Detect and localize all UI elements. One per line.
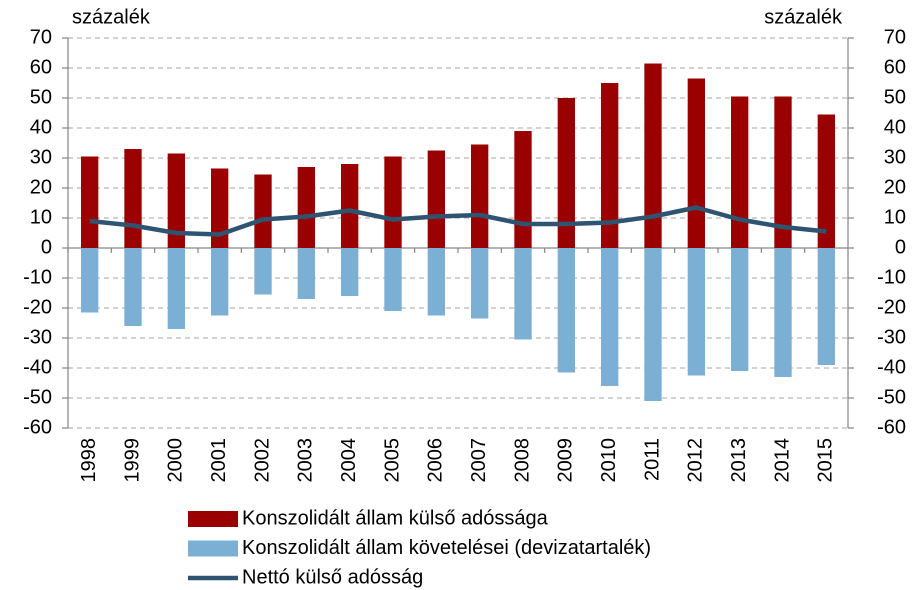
- bar: [81, 248, 99, 313]
- y2-tick-label: -10: [877, 266, 906, 288]
- y2-tick-label: 60: [884, 56, 906, 78]
- bar: [644, 248, 662, 401]
- x-tick-label: 2003: [295, 438, 317, 483]
- x-tick-label: 2015: [815, 438, 837, 483]
- y2-tick-label: 10: [884, 206, 906, 228]
- legend-label: Nettó külső adósság: [242, 566, 423, 588]
- y-tick-label: 70: [30, 26, 52, 48]
- bar: [254, 248, 272, 295]
- y2-tick-label: 50: [884, 86, 906, 108]
- y-tick-label: 30: [30, 146, 52, 168]
- legend-swatch: [188, 511, 238, 527]
- bar: [601, 248, 619, 386]
- x-tick-label: 2007: [468, 438, 490, 483]
- bar: [384, 248, 402, 311]
- x-tick-label: 2014: [771, 438, 793, 483]
- x-tick-label: 2012: [685, 438, 707, 483]
- y-tick-label: 60: [30, 56, 52, 78]
- bar: [557, 248, 575, 373]
- y2-tick-label: -30: [877, 326, 906, 348]
- bar: [774, 248, 792, 377]
- bar: [297, 167, 315, 248]
- y-tick-label: 0: [41, 236, 52, 258]
- y-tick-label: -50: [23, 386, 52, 408]
- x-tick-label: 2013: [728, 438, 750, 483]
- x-tick-label: 1999: [121, 438, 143, 483]
- bar: [514, 131, 532, 248]
- bar: [731, 96, 749, 248]
- bar: [384, 156, 402, 248]
- y-tick-label: -10: [23, 266, 52, 288]
- bar: [81, 156, 99, 248]
- y2-tick-label: -40: [877, 356, 906, 378]
- y2-tick-label: 40: [884, 116, 906, 138]
- bar: [167, 248, 185, 329]
- bar: [601, 83, 619, 248]
- bar: [514, 248, 532, 340]
- y2-tick-label: 20: [884, 176, 906, 198]
- y-tick-label: 40: [30, 116, 52, 138]
- x-tick-label: 2008: [511, 438, 533, 483]
- legend-label: Konszolidált állam követelései (devizata…: [242, 537, 651, 559]
- bar: [774, 96, 792, 248]
- y-tick-label: -20: [23, 296, 52, 318]
- bar: [211, 248, 229, 316]
- bar: [427, 150, 445, 248]
- bar: [687, 248, 705, 376]
- y-tick-label: -60: [23, 416, 52, 438]
- bar: [297, 248, 315, 299]
- bar: [124, 149, 142, 248]
- y-tick-label: 20: [30, 176, 52, 198]
- bar: [557, 98, 575, 248]
- x-tick-label: 2004: [338, 438, 360, 483]
- y2-tick-label: -20: [877, 296, 906, 318]
- y-axis-label: százalék: [72, 6, 151, 28]
- bar: [817, 248, 835, 365]
- x-tick-label: 2006: [425, 438, 447, 483]
- bar: [471, 248, 489, 319]
- y2-axis-label: százalék: [764, 6, 843, 28]
- bar: [341, 164, 359, 248]
- y2-tick-label: -50: [877, 386, 906, 408]
- bar: [211, 168, 229, 248]
- y2-tick-label: -60: [877, 416, 906, 438]
- bar: [254, 174, 272, 248]
- y2-tick-label: 70: [884, 26, 906, 48]
- y-tick-label: 10: [30, 206, 52, 228]
- bar: [731, 248, 749, 371]
- y2-tick-label: 30: [884, 146, 906, 168]
- x-tick-label: 2000: [165, 438, 187, 483]
- x-tick-label: 2005: [381, 438, 403, 483]
- legend-label: Konszolidált állam külső adóssága: [242, 507, 549, 529]
- x-tick-label: 2001: [208, 438, 230, 483]
- bar: [427, 248, 445, 316]
- bar: [471, 144, 489, 248]
- bar: [167, 153, 185, 248]
- bar: [644, 63, 662, 248]
- x-tick-label: 2010: [598, 438, 620, 483]
- bar: [124, 248, 142, 326]
- bar: [817, 114, 835, 248]
- bar: [341, 248, 359, 296]
- y-tick-label: 50: [30, 86, 52, 108]
- x-tick-label: 2002: [251, 438, 273, 483]
- x-tick-label: 2011: [641, 438, 663, 481]
- y2-tick-label: 0: [895, 236, 906, 258]
- line: [89, 205, 827, 237]
- y-tick-label: -30: [23, 326, 52, 348]
- bar: [687, 78, 705, 248]
- legend-swatch: [188, 540, 238, 557]
- y-tick-label: -40: [23, 356, 52, 378]
- x-tick-label: 1998: [78, 438, 100, 483]
- x-tick-label: 2009: [555, 438, 577, 483]
